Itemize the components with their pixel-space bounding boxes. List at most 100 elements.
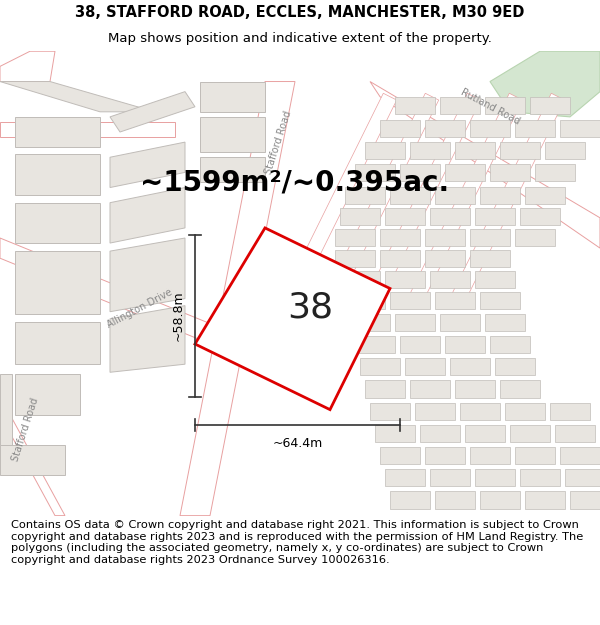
Polygon shape (450, 358, 490, 375)
Polygon shape (555, 425, 595, 442)
Polygon shape (15, 117, 100, 147)
Polygon shape (485, 314, 525, 331)
Text: Stafford Road: Stafford Road (263, 109, 293, 175)
Text: 38, STAFFORD ROAD, ECCLES, MANCHESTER, M30 9ED: 38, STAFFORD ROAD, ECCLES, MANCHESTER, M… (76, 5, 524, 20)
Text: Stafford Road: Stafford Road (10, 397, 40, 463)
Polygon shape (360, 358, 400, 375)
Polygon shape (435, 186, 475, 204)
Polygon shape (455, 142, 495, 159)
Polygon shape (0, 238, 285, 374)
Polygon shape (490, 51, 600, 117)
Polygon shape (510, 425, 550, 442)
Polygon shape (545, 142, 585, 159)
Polygon shape (390, 491, 430, 509)
Text: Contains OS data © Crown copyright and database right 2021. This information is : Contains OS data © Crown copyright and d… (11, 520, 583, 565)
Polygon shape (420, 425, 460, 442)
Polygon shape (385, 271, 425, 289)
Polygon shape (410, 381, 450, 398)
Polygon shape (405, 358, 445, 375)
Polygon shape (490, 164, 530, 181)
Text: ~1599m²/~0.395ac.: ~1599m²/~0.395ac. (140, 169, 449, 196)
Polygon shape (375, 425, 415, 442)
Polygon shape (345, 186, 385, 204)
Polygon shape (495, 358, 535, 375)
Polygon shape (425, 229, 465, 246)
Polygon shape (110, 306, 185, 372)
Polygon shape (110, 92, 195, 132)
Polygon shape (0, 81, 155, 112)
Polygon shape (435, 291, 475, 309)
Polygon shape (390, 186, 430, 204)
Polygon shape (425, 250, 465, 268)
Polygon shape (340, 208, 380, 225)
Polygon shape (365, 381, 405, 398)
Polygon shape (110, 142, 185, 188)
Polygon shape (560, 447, 600, 464)
Polygon shape (570, 491, 600, 509)
Polygon shape (400, 164, 440, 181)
Text: 38: 38 (287, 291, 333, 324)
Polygon shape (350, 314, 390, 331)
Polygon shape (370, 402, 410, 420)
Polygon shape (365, 142, 405, 159)
Polygon shape (480, 291, 520, 309)
Text: Allington Drive: Allington Drive (106, 288, 175, 330)
Polygon shape (15, 374, 80, 414)
Polygon shape (560, 120, 600, 137)
Polygon shape (400, 336, 440, 353)
Polygon shape (355, 164, 395, 181)
Polygon shape (340, 271, 380, 289)
Polygon shape (500, 142, 540, 159)
Polygon shape (455, 381, 495, 398)
Polygon shape (430, 208, 470, 225)
Polygon shape (200, 81, 265, 112)
Polygon shape (475, 469, 515, 486)
Polygon shape (380, 250, 420, 268)
Polygon shape (335, 229, 375, 246)
Polygon shape (451, 93, 565, 302)
Polygon shape (440, 97, 480, 114)
Polygon shape (409, 93, 523, 302)
Polygon shape (15, 202, 100, 243)
Polygon shape (475, 208, 515, 225)
Polygon shape (520, 469, 560, 486)
Polygon shape (470, 229, 510, 246)
Polygon shape (200, 117, 265, 152)
Polygon shape (535, 164, 575, 181)
Polygon shape (180, 81, 295, 516)
Polygon shape (530, 97, 570, 114)
Polygon shape (15, 154, 100, 194)
Polygon shape (380, 120, 420, 137)
Polygon shape (470, 447, 510, 464)
Polygon shape (440, 314, 480, 331)
Polygon shape (0, 445, 65, 475)
Polygon shape (550, 402, 590, 420)
Polygon shape (525, 186, 565, 204)
Polygon shape (380, 229, 420, 246)
Text: Map shows position and indicative extent of the property.: Map shows position and indicative extent… (108, 32, 492, 45)
Polygon shape (500, 381, 540, 398)
Polygon shape (480, 186, 520, 204)
Polygon shape (465, 425, 505, 442)
Polygon shape (490, 336, 530, 353)
Text: ~58.8m: ~58.8m (172, 291, 185, 341)
Polygon shape (385, 208, 425, 225)
Polygon shape (380, 447, 420, 464)
Polygon shape (345, 291, 385, 309)
Polygon shape (515, 120, 555, 137)
Polygon shape (425, 120, 465, 137)
Polygon shape (395, 97, 435, 114)
Polygon shape (390, 291, 430, 309)
Polygon shape (370, 81, 600, 248)
Polygon shape (200, 158, 265, 182)
Polygon shape (0, 51, 55, 81)
Polygon shape (415, 402, 455, 420)
Polygon shape (460, 402, 500, 420)
Polygon shape (195, 228, 390, 409)
Polygon shape (15, 322, 100, 364)
Polygon shape (445, 336, 485, 353)
Polygon shape (470, 120, 510, 137)
Polygon shape (520, 208, 560, 225)
Polygon shape (395, 314, 435, 331)
Polygon shape (430, 469, 470, 486)
